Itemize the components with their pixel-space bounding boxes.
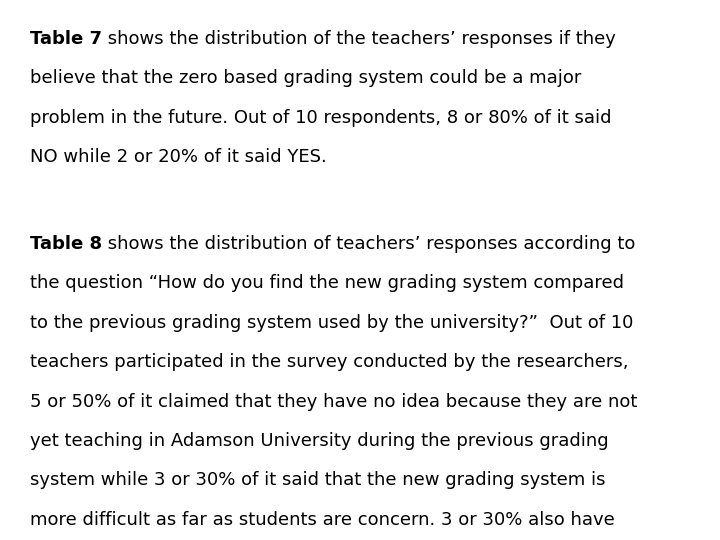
Text: yet teaching in Adamson University during the previous grading: yet teaching in Adamson University durin… — [30, 432, 609, 450]
Text: problem in the future. Out of 10 respondents, 8 or 80% of it said: problem in the future. Out of 10 respond… — [30, 109, 612, 126]
Text: teachers participated in the survey conducted by the researchers,: teachers participated in the survey cond… — [30, 353, 629, 371]
Text: more difficult as far as students are concern. 3 or 30% also have: more difficult as far as students are co… — [30, 511, 615, 529]
Text: shows the distribution of teachers’ responses according to: shows the distribution of teachers’ resp… — [102, 235, 636, 253]
Text: the question “How do you find the new grading system compared: the question “How do you find the new gr… — [30, 274, 624, 292]
Text: Table 8: Table 8 — [30, 235, 102, 253]
Text: believe that the zero based grading system could be a major: believe that the zero based grading syst… — [30, 69, 582, 87]
Text: 5 or 50% of it claimed that they have no idea because they are not: 5 or 50% of it claimed that they have no… — [30, 393, 638, 410]
Text: system while 3 or 30% of it said that the new grading system is: system while 3 or 30% of it said that th… — [30, 471, 606, 489]
Text: shows the distribution of the teachers’ responses if they: shows the distribution of the teachers’ … — [102, 30, 616, 48]
Text: Table 7: Table 7 — [30, 30, 102, 48]
Text: to the previous grading system used by the university?”  Out of 10: to the previous grading system used by t… — [30, 314, 634, 332]
Text: NO while 2 or 20% of it said YES.: NO while 2 or 20% of it said YES. — [30, 148, 327, 166]
